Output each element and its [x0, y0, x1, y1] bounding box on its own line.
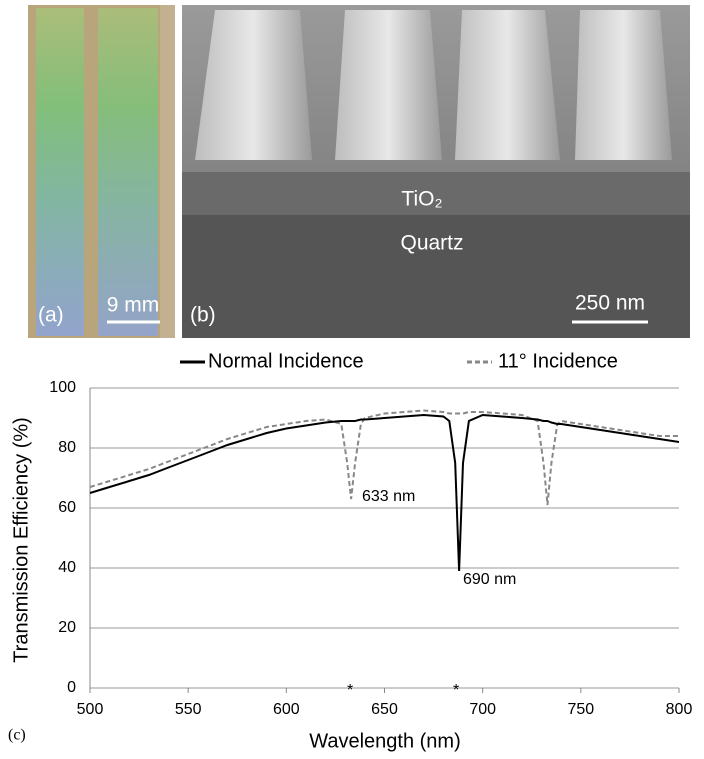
x-tick-label: 550 [175, 701, 202, 718]
series-line [89, 413, 680, 572]
y-tick-label: 60 [58, 499, 76, 516]
y-tick-label: 100 [49, 379, 76, 396]
y-tick-label: 0 [67, 679, 76, 696]
y-axis-label: Transmission Efficiency (%) [10, 417, 32, 663]
annotation: 633 nm [362, 488, 415, 505]
y-tick-label: 40 [58, 559, 76, 576]
scale-bar-label: 250 nm [575, 292, 645, 315]
annotation: * [453, 682, 459, 699]
x-tick-label: 700 [469, 701, 496, 718]
legend-label: 11° Incidence [498, 350, 618, 372]
layer-label: TiO₂ [401, 188, 442, 211]
x-tick-label: 800 [666, 701, 693, 718]
legend-label: Normal Incidence [208, 350, 364, 372]
sem-panel: (b) 250 nm TiO₂ Quartz [182, 5, 690, 338]
panel-label: (a) [38, 304, 64, 327]
y-tick-label: 20 [58, 619, 76, 636]
y-tick-label: 80 [58, 439, 76, 456]
x-tick-label: 500 [77, 701, 104, 718]
x-tick-label: 750 [567, 701, 594, 718]
x-tick-label: 600 [273, 701, 300, 718]
scale-bar-label: 9 mm [107, 294, 160, 317]
annotation: 690 nm [463, 571, 516, 588]
annotation: * [347, 682, 353, 699]
x-axis-label: Wavelength (nm) [309, 730, 461, 752]
panel-label: (b) [190, 304, 216, 327]
layer-label: Quartz [400, 232, 463, 255]
photo-panel: (a) 9 mm [28, 5, 175, 338]
panel-label: (c) [8, 727, 26, 744]
x-tick-label: 650 [371, 701, 398, 718]
